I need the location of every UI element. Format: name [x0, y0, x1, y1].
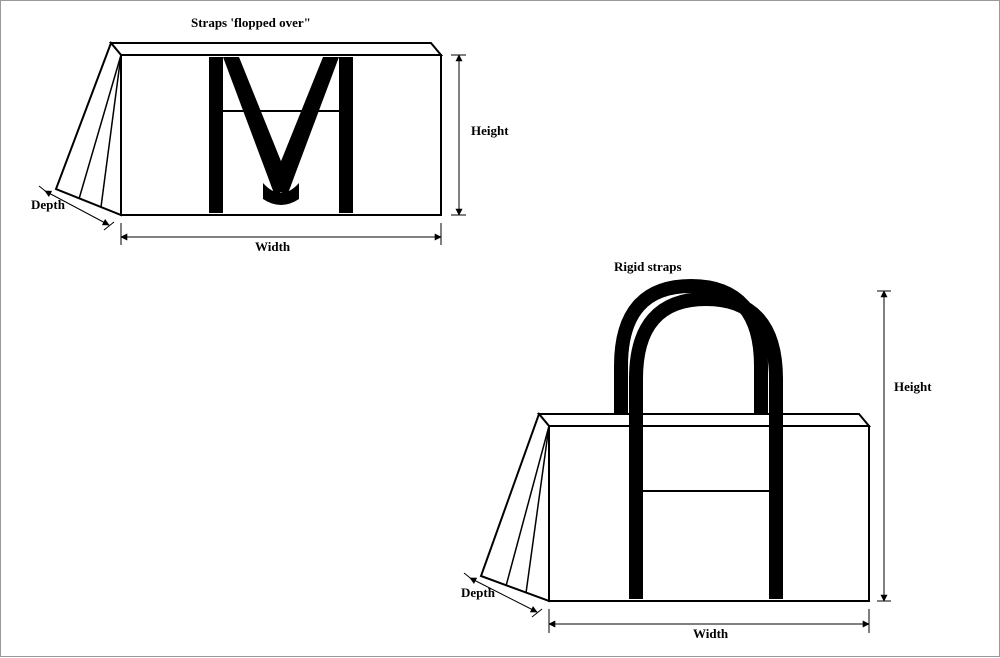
bag2-width-label: Width [689, 626, 732, 642]
bag1-width-label: Width [251, 239, 294, 255]
bag1-height-label: Height [471, 123, 509, 139]
bag2-title: Rigid straps [614, 259, 682, 275]
bag2-depth-label: Depth [461, 585, 495, 601]
bag-flopped [39, 43, 466, 245]
diagram-canvas [1, 1, 1000, 658]
bag1-depth-label: Depth [31, 197, 65, 213]
bag2-height-label: Height [894, 379, 932, 395]
bag1-title: Straps 'flopped over" [191, 15, 311, 31]
bag-rigid [464, 286, 891, 633]
